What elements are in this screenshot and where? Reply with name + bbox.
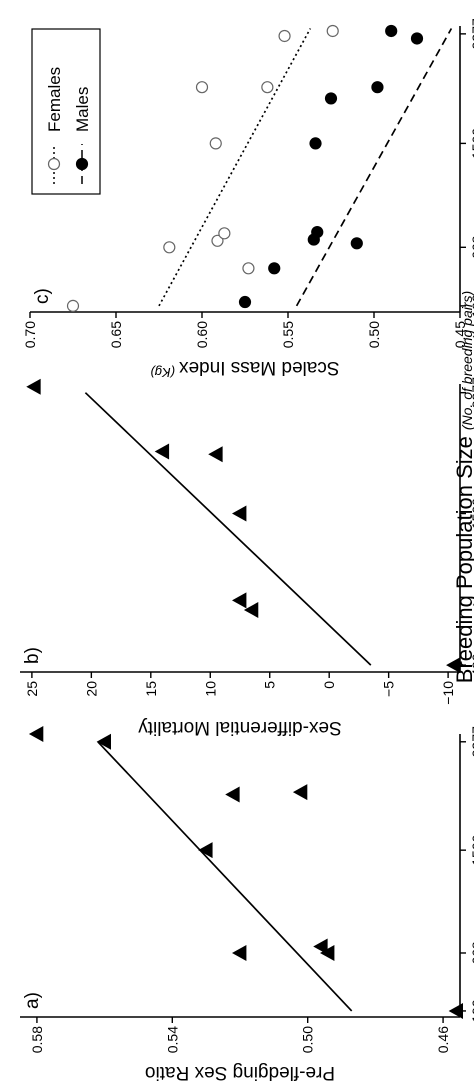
y-axis-title: Scaled Mass Index (Kg)	[150, 357, 339, 380]
rotated-figure-group: 0.46 0.50 0.54 0.58 199 668 1500 2377 Pre-fledgi…	[20, 18, 474, 1083]
legend-box	[31, 28, 101, 195]
shared-x-axis-title: Breeding Population Size (No. of breeding…	[452, 291, 474, 683]
x-tick-label: 2377	[469, 377, 474, 408]
panel-2: −10 −5 0 5 10 15 20 25 400 1500 2377 Sex-differenti…	[20, 377, 474, 738]
trend-line	[97, 741, 353, 1012]
legend: Females Males	[31, 28, 101, 195]
data-point-females	[278, 29, 291, 43]
y-tick-label: 0.65	[108, 321, 124, 348]
panel-label: c)	[32, 288, 53, 304]
data-point-triangle	[243, 601, 259, 618]
data-point-triangle	[313, 938, 328, 955]
y-tick-label: 0.58	[29, 1026, 45, 1053]
y-tick-label: 0.60	[194, 321, 210, 348]
y-axis-title-text: Pre-fledging Sex Ratio	[145, 1062, 335, 1083]
trend-line-males	[295, 28, 453, 307]
x-tick-label: 2377	[469, 18, 474, 49]
y-tick-label: 10	[202, 681, 218, 697]
y-tick-label: 20	[83, 681, 99, 697]
data-point-triangle	[446, 657, 461, 674]
y-tick-label: 0.50	[300, 1026, 316, 1053]
y-tick-label: 5	[262, 681, 278, 689]
x-tick-label: 1500	[469, 498, 474, 529]
data-point-males	[324, 92, 338, 105]
data-point-females	[209, 137, 222, 150]
shared-x-axis-title-text: Breeding Population Size	[452, 436, 474, 683]
x-tick-label: 199	[469, 294, 474, 318]
data-point-triangle	[26, 378, 41, 395]
data-point-males	[268, 262, 281, 275]
y-tick-label: 0.46	[435, 1026, 451, 1053]
y-axis-title-text: Scaled Mass Index	[179, 357, 340, 378]
y-axis-title: Pre-fledging Sex Ratio	[145, 1062, 335, 1083]
legend-marker-males	[75, 157, 89, 171]
y-tick-label: 25	[24, 681, 40, 697]
data-point-triangle	[448, 1002, 464, 1019]
data-point-triangle	[198, 842, 213, 859]
data-point-females	[195, 81, 209, 94]
data-point-triangle	[292, 784, 308, 801]
trend-line-females	[158, 28, 312, 307]
data-point-females	[163, 241, 176, 254]
data-point-triangle	[232, 505, 247, 522]
data-point-triangle	[208, 446, 223, 463]
panel-label: a)	[22, 992, 43, 1009]
legend-label-males: Males	[73, 87, 92, 132]
x-tick-label: 1500	[469, 834, 474, 865]
data-point-triangle	[232, 592, 247, 609]
data-point-males	[385, 24, 398, 38]
y-tick-label: −5	[381, 681, 397, 697]
y-tick-label: 0.55	[280, 321, 296, 348]
data-point-females	[66, 299, 80, 312]
data-point-triangle	[225, 786, 240, 803]
data-point-males	[309, 137, 322, 150]
data-point-females	[242, 262, 255, 275]
data-point-females	[261, 81, 274, 94]
legend-label-females: Females	[45, 67, 64, 132]
x-tick-label: 668	[469, 235, 474, 259]
y-tick-label: 0.70	[22, 321, 38, 348]
y-tick-label: 0.50	[366, 321, 382, 348]
y-tick-label: 0	[321, 681, 337, 689]
y-tick-label: 0.54	[164, 1026, 180, 1053]
data-point-males	[371, 81, 384, 94]
panel-3: 0.45 0.50 0.55 0.60 0.65 0.70 199 668 1500 2377 Sc…	[22, 18, 474, 380]
legend-marker-females	[47, 157, 61, 171]
x-tick-label: 668	[469, 941, 474, 965]
x-tick-label: 1500	[469, 128, 474, 159]
data-point-females	[211, 234, 224, 247]
data-point-triangle	[232, 944, 247, 961]
x-tick-label: 199	[469, 999, 474, 1023]
panel-label: b)	[22, 647, 43, 664]
y-axis-unit: (Kg)	[150, 365, 175, 380]
y-axis-title: Sex-differential Mortality	[138, 717, 342, 738]
data-point-females	[218, 227, 231, 240]
x-tick-label: 2377	[469, 726, 474, 757]
data-point-males	[350, 237, 363, 250]
x-tick-label: 400	[469, 653, 474, 677]
y-tick-label: 0.45	[452, 321, 468, 348]
shared-x-axis-unit: (No. of breeding pairs)	[459, 291, 474, 430]
data-point-triangle	[154, 443, 170, 460]
trend-line	[84, 392, 372, 666]
panel-1: 0.46 0.50 0.54 0.58 199 668 1500 2377 Pre-fledgi…	[20, 726, 474, 1083]
data-point-triangle	[28, 726, 44, 742]
y-axis-title-text: Sex-differential Mortality	[138, 717, 342, 738]
data-point-males	[410, 32, 424, 45]
data-point-males	[238, 295, 252, 309]
data-point-females	[326, 24, 339, 38]
y-tick-label: −10	[440, 681, 456, 705]
data-point-males	[311, 225, 324, 239]
data-point-triangle	[96, 733, 112, 750]
y-tick-label: 15	[143, 681, 159, 697]
